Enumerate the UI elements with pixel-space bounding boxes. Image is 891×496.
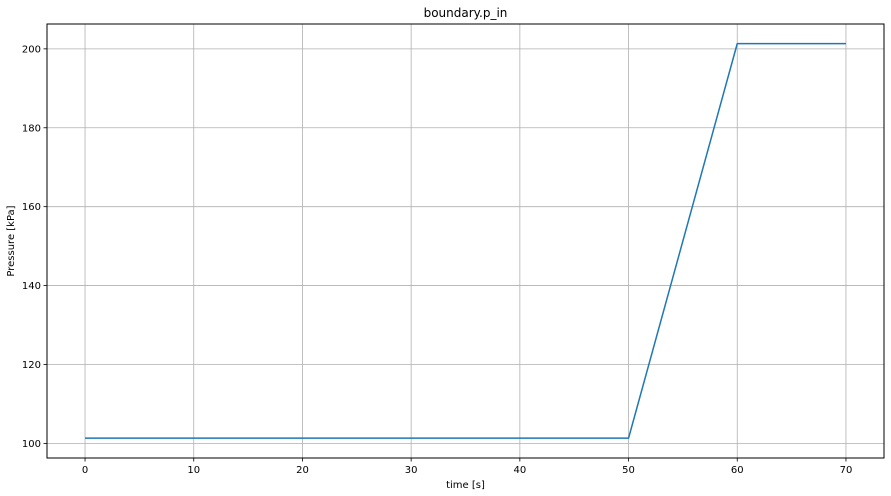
y-tick-label: 180	[22, 123, 41, 134]
x-tick-label: 50	[622, 465, 635, 476]
x-tick-label: 40	[513, 465, 526, 476]
series-line-0	[85, 42, 846, 439]
x-tick-label: 10	[187, 465, 200, 476]
x-axis-label: time [s]	[446, 480, 485, 491]
y-axis-label: Pressure [kPa]	[6, 205, 17, 276]
chart-title: boundary.p_in	[424, 6, 508, 20]
y-tick-label: 200	[22, 44, 41, 55]
y-tick-label: 120	[22, 360, 41, 371]
x-tick-label: 0	[82, 465, 88, 476]
y-tick-label: 140	[22, 281, 41, 292]
plot-frame	[46, 23, 885, 459]
x-tick-label: 30	[405, 465, 418, 476]
series-group	[85, 42, 846, 439]
y-tick-label: 160	[22, 202, 41, 213]
x-tick-label: 70	[840, 465, 853, 476]
x-tick-label: 60	[731, 465, 744, 476]
y-tick-label: 100	[22, 439, 41, 450]
x-tick-label: 20	[296, 465, 309, 476]
ticks-group: 0 10 20 30 40 50 60 70 100 120 140 160 180 200	[22, 44, 852, 476]
grid	[47, 24, 884, 458]
